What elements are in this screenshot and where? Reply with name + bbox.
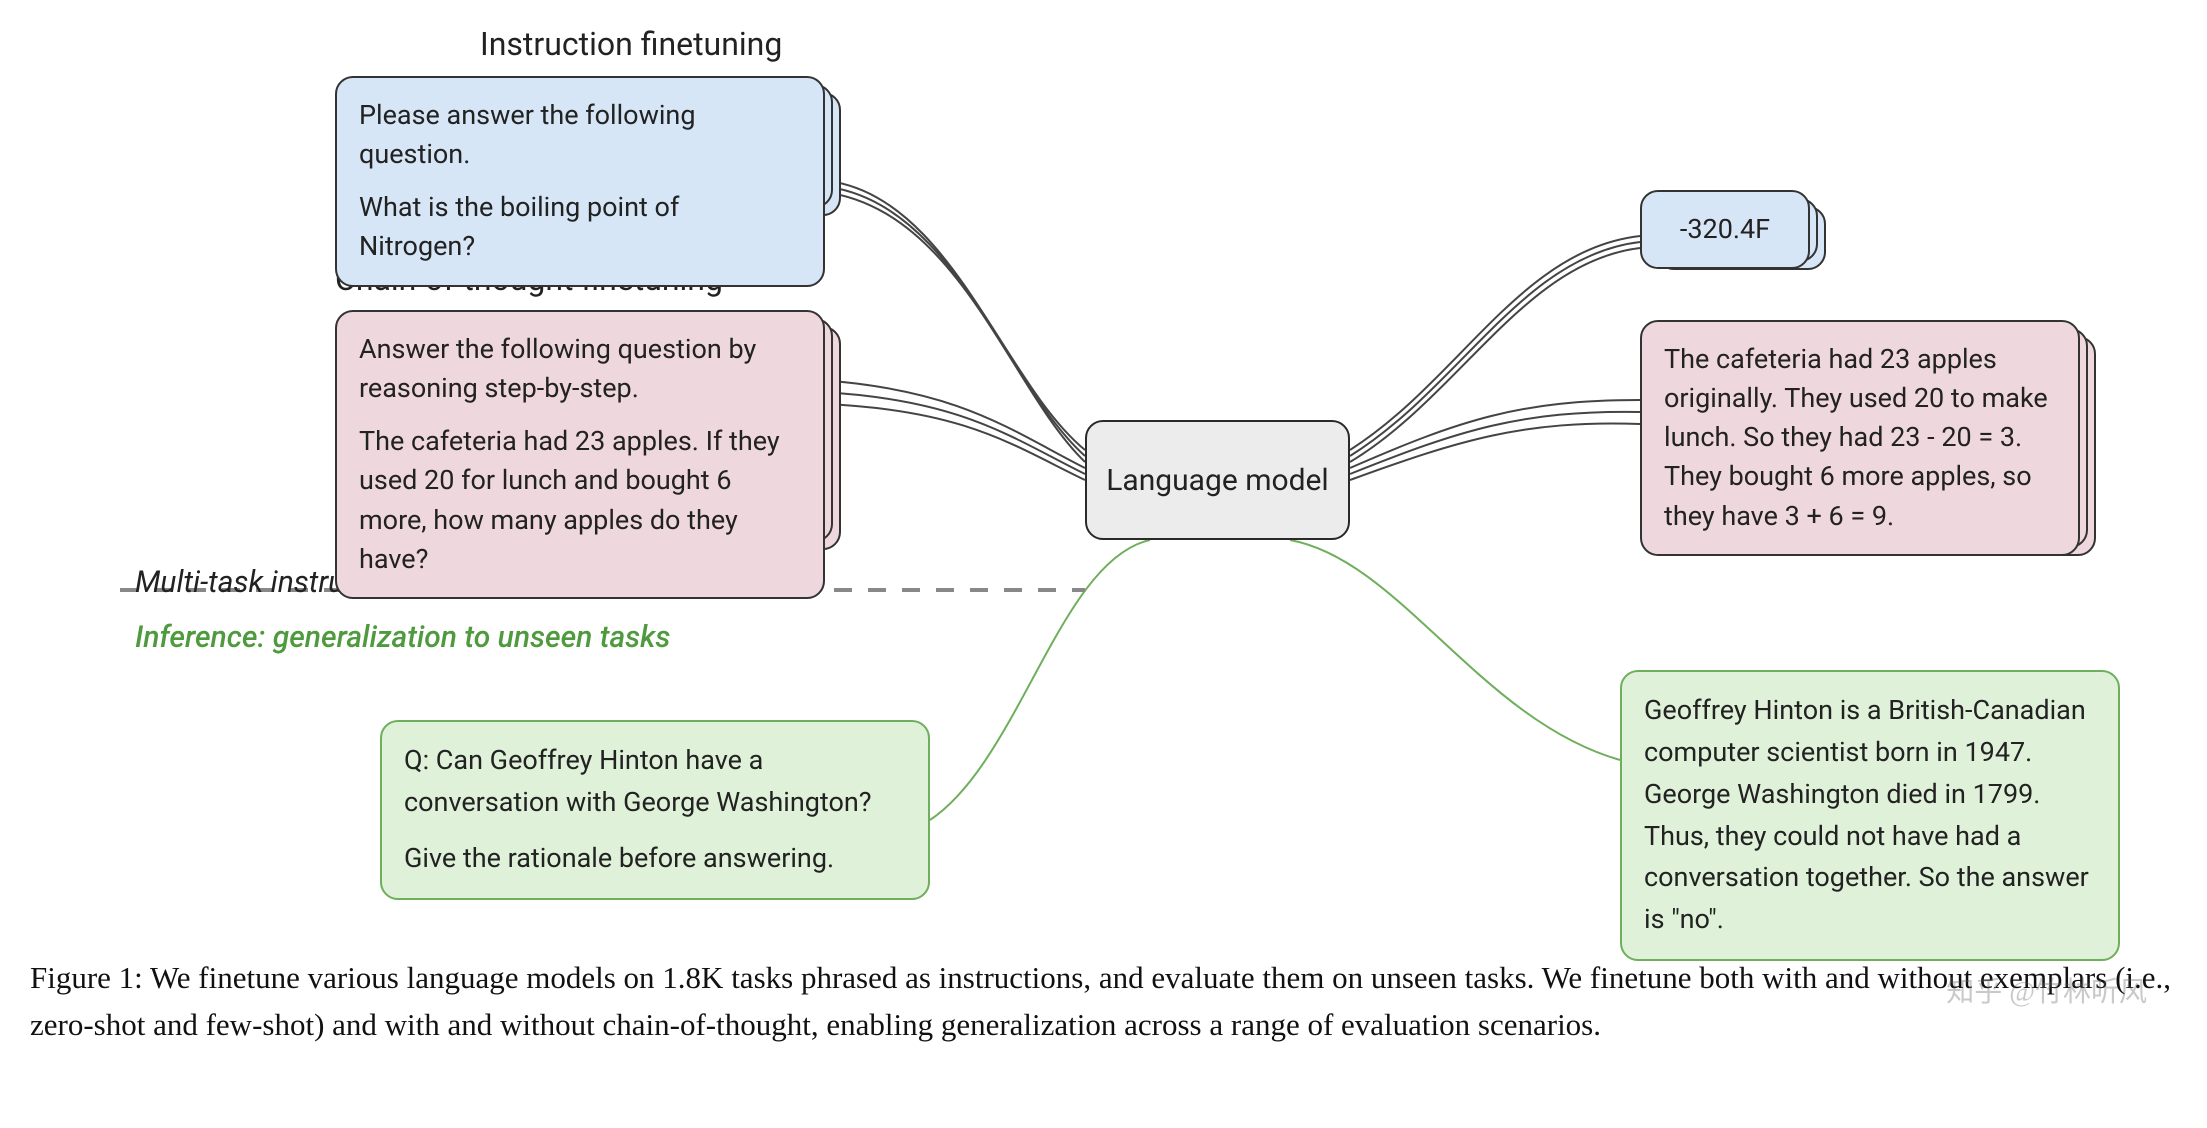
right-green-edge bbox=[1290, 540, 1620, 760]
card-text: What is the boiling point of Nitrogen? bbox=[359, 188, 801, 266]
card-text: Geoffrey Hinton is a British-Canadian co… bbox=[1644, 694, 2089, 935]
card-text: The cafeteria had 23 apples originally. … bbox=[1664, 343, 2048, 532]
cot-output-stack: The cafeteria had 23 apples originally. … bbox=[1640, 320, 2120, 560]
card-text: Please answer the following question. bbox=[359, 96, 801, 174]
inference-input-card: Q: Can Geoffrey Hinton have a conversati… bbox=[380, 720, 930, 900]
left-green-edge bbox=[930, 540, 1150, 820]
cot-output-card: The cafeteria had 23 apples originally. … bbox=[1640, 320, 2080, 556]
cot-input-card: Answer the following question by reasoni… bbox=[335, 310, 825, 599]
instruction-header: Instruction finetuning bbox=[480, 25, 782, 63]
card-text: Answer the following question by reasoni… bbox=[359, 330, 801, 408]
instruction-output-stack: -320.4F bbox=[1640, 190, 1840, 280]
caption-text: We finetune various language models on 1… bbox=[30, 960, 2171, 1042]
center-label: Language model bbox=[1106, 463, 1328, 498]
inference-label: Inference: generalization to unseen task… bbox=[135, 620, 670, 655]
instruction-output-card: -320.4F bbox=[1640, 190, 1810, 269]
figure-caption: Figure 1: We finetune various language m… bbox=[30, 955, 2180, 1048]
card-text: Q: Can Geoffrey Hinton have a conversati… bbox=[404, 740, 906, 824]
cot-input-stack: Answer the following question by reasoni… bbox=[335, 310, 875, 560]
inference-output-card: Geoffrey Hinton is a British-Canadian co… bbox=[1620, 670, 2120, 961]
instruction-input-stack: Please answer the following question. Wh… bbox=[335, 76, 855, 216]
card-text: Give the rationale before answering. bbox=[404, 838, 906, 880]
card-text: -320.4F bbox=[1680, 213, 1770, 245]
right-grey-bundle bbox=[1350, 236, 1640, 480]
caption-label: Figure 1: bbox=[30, 960, 143, 995]
card-text: The cafeteria had 23 apples. If they use… bbox=[359, 422, 801, 579]
watermark-text: 知乎 @竹林听风 bbox=[1946, 970, 2147, 1010]
instruction-input-card: Please answer the following question. Wh… bbox=[335, 76, 825, 287]
language-model-node: Language model bbox=[1085, 420, 1350, 540]
